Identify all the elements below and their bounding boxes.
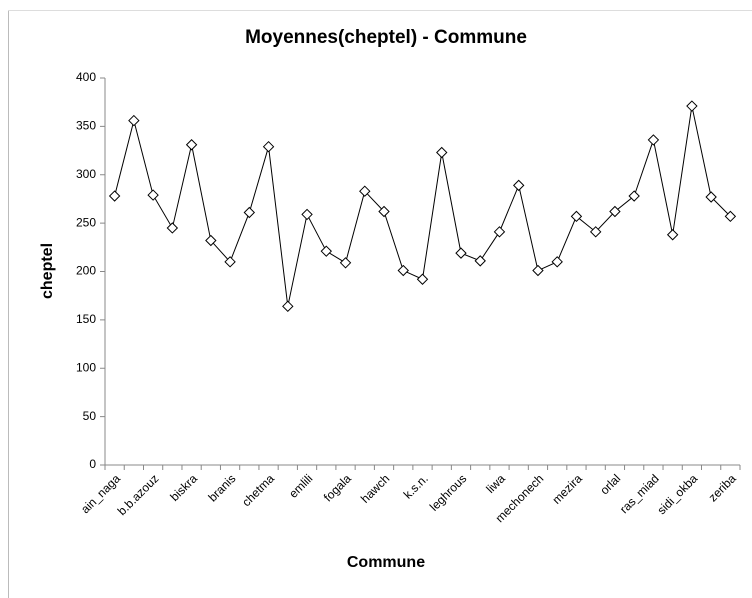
y-tick-label: 0: [89, 457, 96, 471]
data-point: [589, 226, 602, 238]
x-tick-label: k.s.n.: [401, 471, 431, 501]
x-tick-label: hawch: [358, 471, 392, 505]
y-axis-title: cheptel: [39, 243, 56, 299]
y-tick-label: 350: [76, 119, 96, 133]
data-point: [224, 256, 236, 268]
data-point: [185, 139, 198, 151]
data-point: [436, 146, 448, 159]
data-point: [686, 100, 698, 112]
y-tick-label: 200: [76, 264, 96, 278]
x-tick-label: ras_miad: [617, 471, 662, 516]
y-tick-label: 400: [76, 70, 96, 84]
y-tick-label: 100: [76, 360, 96, 374]
data-point: [647, 134, 660, 146]
data-point: [416, 273, 429, 285]
data-point: [166, 222, 179, 234]
data-point: [339, 257, 352, 269]
x-tick-label: liwa: [483, 471, 508, 496]
data-point: [705, 191, 717, 203]
data-point: [320, 245, 332, 257]
data-point: [493, 226, 506, 238]
data-point: [455, 247, 467, 259]
data-point: [513, 179, 525, 192]
x-tick-label: biskra: [167, 471, 200, 504]
x-tick-label: fogala: [321, 471, 354, 504]
data-point: [205, 234, 217, 247]
data-point: [570, 210, 583, 223]
x-tick-label: orlal: [597, 471, 623, 497]
data-point: [609, 205, 621, 218]
x-tick-label: mezira: [549, 471, 585, 507]
data-point: [282, 300, 294, 313]
data-point: [474, 255, 486, 267]
data-point: [397, 264, 409, 277]
y-tick-label: 150: [76, 312, 96, 326]
data-point: [628, 190, 640, 202]
data-point: [359, 185, 371, 197]
x-tick-label: leghrous: [427, 471, 469, 513]
data-point: [108, 190, 121, 202]
x-tick-label: sidi_okba: [655, 471, 701, 517]
data-point: [147, 189, 159, 201]
data-point: [551, 256, 563, 268]
x-axis-title: Commune: [347, 554, 425, 571]
data-point: [378, 205, 390, 218]
data-point: [243, 206, 256, 219]
data-point: [532, 264, 544, 277]
x-tick-label: zeriba: [706, 471, 739, 504]
y-tick-label: 250: [76, 215, 96, 229]
data-point: [262, 140, 275, 153]
x-tick-label: b.b.azouz: [115, 471, 162, 518]
x-tick-label: chetma: [239, 471, 277, 509]
y-tick-label: 300: [76, 167, 96, 181]
x-tick-label: emlili: [286, 471, 315, 500]
data-point: [128, 114, 140, 127]
chart-title: Moyennes(cheptel) - Commune: [245, 27, 527, 48]
x-tick-label: branis: [205, 471, 238, 504]
data-point: [301, 208, 313, 221]
y-tick-label: 50: [83, 409, 97, 423]
data-point: [724, 210, 737, 223]
data-point: [666, 229, 679, 241]
